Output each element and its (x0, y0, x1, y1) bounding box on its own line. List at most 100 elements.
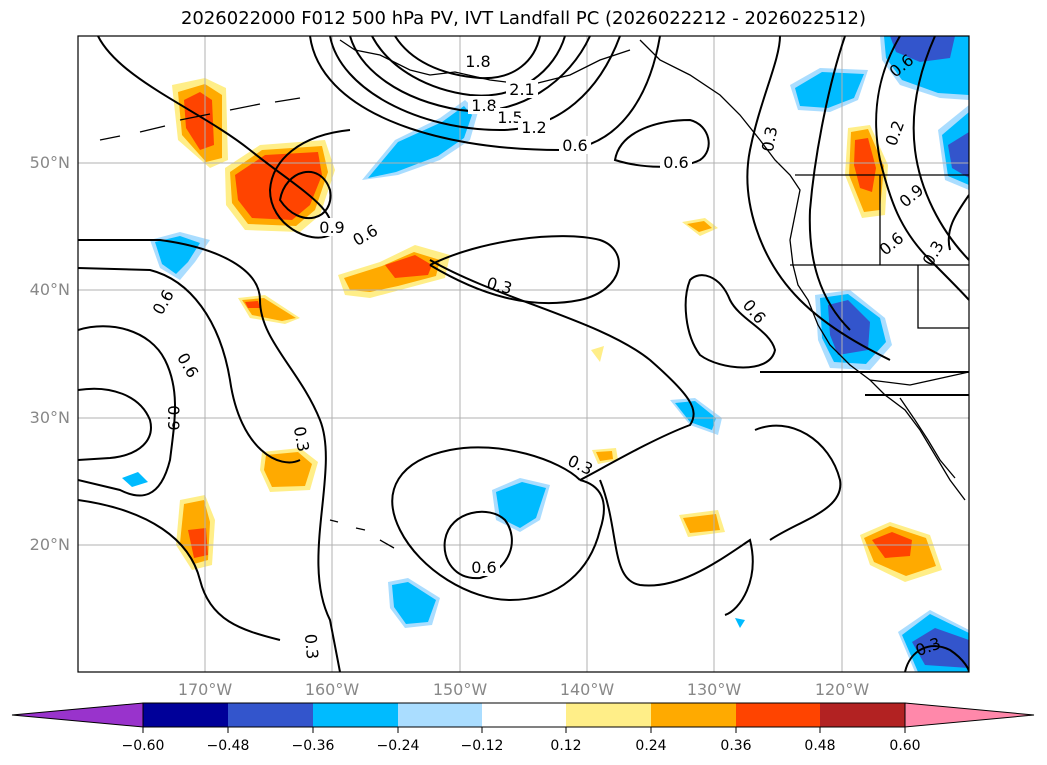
colorbar-extend-high (904, 702, 1035, 728)
colorbar-tick-label: 0.60 (889, 738, 921, 754)
anomaly-region (912, 628, 969, 668)
colorbar-tick-label: 0.12 (550, 738, 582, 754)
lat-label: 50°N (29, 153, 70, 172)
contour-line (613, 118, 710, 168)
negative-anomaly-shading (122, 36, 969, 672)
border-us-mexico (869, 371, 969, 386)
contour-line (429, 235, 620, 305)
anomaly-region (735, 618, 745, 628)
anomaly-region (385, 255, 432, 278)
contour-line (808, 36, 851, 331)
colorbar-bin (566, 703, 651, 727)
contour-line (78, 325, 176, 497)
contour-line (371, 36, 566, 97)
contour-line (429, 259, 695, 481)
contour-line (746, 36, 891, 361)
anomaly-region (683, 514, 720, 533)
lat-label: 40°N (29, 280, 70, 299)
map-title: 2026022000 F012 500 hPa PV, IVT Landfall… (180, 8, 867, 29)
pv-contours (78, 36, 969, 672)
hawaii-islands (329, 519, 395, 549)
aleutian-islands (99, 97, 301, 141)
anomaly-region (235, 152, 322, 220)
border-states (790, 175, 969, 329)
coastline-baja (899, 397, 956, 479)
contour-label: 0.6 (471, 558, 496, 577)
contour-label: 0.6 (663, 153, 688, 172)
contour-line (875, 36, 969, 301)
contour-line (754, 424, 842, 541)
colorbar-tick-label: −0.60 (121, 738, 165, 754)
colorbar (11, 702, 1035, 733)
colorbar-bin (651, 703, 736, 727)
contour-line (349, 36, 591, 113)
anomaly-region (188, 528, 208, 558)
contour-line (329, 36, 621, 132)
contour-label: 1.8 (465, 52, 490, 71)
contour-line (912, 36, 969, 261)
contour-label: 0.9 (164, 405, 183, 430)
anomaly-region (948, 132, 969, 178)
anomaly-region (828, 300, 870, 355)
anomaly-region (890, 36, 955, 62)
anomaly-region (591, 346, 604, 362)
colorbar-bin (143, 703, 228, 727)
lat-label: 20°N (29, 535, 70, 554)
contour-label: 1.2 (521, 118, 546, 137)
colorbar-tick-label: −0.24 (376, 738, 420, 754)
colorbar-bin (736, 703, 820, 727)
contour-line (278, 170, 332, 219)
contour-label: 0.3 (758, 125, 781, 153)
contour-label: 0.6 (562, 136, 587, 155)
colorbar-bin (228, 703, 313, 727)
contour-label: 1.8 (471, 96, 496, 115)
coastlines (99, 39, 969, 549)
contour-line (443, 510, 513, 580)
plot-frame (77, 35, 970, 673)
anomaly-region (675, 401, 716, 430)
colorbar-bin (820, 703, 905, 727)
anomaly-region (854, 138, 876, 192)
anomaly-region (184, 92, 214, 150)
contour-line (78, 239, 341, 672)
lon-label: 140°W (559, 680, 615, 699)
colorbar-tick-label: 0.48 (804, 738, 836, 754)
colorbar-tick-label: −0.48 (206, 738, 250, 754)
contour-line (684, 274, 777, 369)
contour-line (309, 36, 661, 152)
colorbar-tick-label: −0.12 (460, 738, 504, 754)
lon-label: 130°W (686, 680, 742, 699)
coastline-north-america (639, 39, 966, 501)
colorbar-bin (482, 703, 566, 727)
lon-label: 170°W (177, 680, 233, 699)
colorbar-tick-label: 0.36 (720, 738, 752, 754)
contour-line (78, 387, 152, 461)
anomaly-region (687, 221, 712, 232)
anomaly-region (122, 472, 148, 487)
lon-label: 160°W (304, 680, 360, 699)
contour-line (599, 479, 754, 616)
contour-line (394, 36, 541, 80)
lon-label: 150°W (432, 680, 488, 699)
anomaly-region (245, 301, 260, 308)
colorbar-tick-label: −0.36 (291, 738, 335, 754)
colorbar-bin (398, 703, 482, 727)
contour-label: 0.9 (319, 218, 344, 237)
lon-label: 120°W (814, 680, 870, 699)
contour-line (947, 194, 969, 251)
colorbar-extend-low (11, 702, 144, 728)
contour-line (78, 499, 281, 641)
contour-line (904, 645, 969, 672)
anomaly-region (392, 582, 436, 624)
colorbar-frame (142, 702, 906, 728)
anomaly-region (596, 451, 613, 461)
coastline-alaska (339, 39, 631, 86)
contour-line (391, 446, 605, 602)
map-plot-area: 1.8 2.1 1.8 1.5 1.2 0.6 0.6 0.3 0.2 0.6 … (78, 36, 969, 672)
contour-label: 0.3 (301, 633, 322, 660)
colorbar-bin (313, 703, 398, 727)
anomaly-region (496, 482, 546, 528)
colorbar-tick-label: 0.24 (635, 738, 667, 754)
contour-line (78, 267, 301, 464)
